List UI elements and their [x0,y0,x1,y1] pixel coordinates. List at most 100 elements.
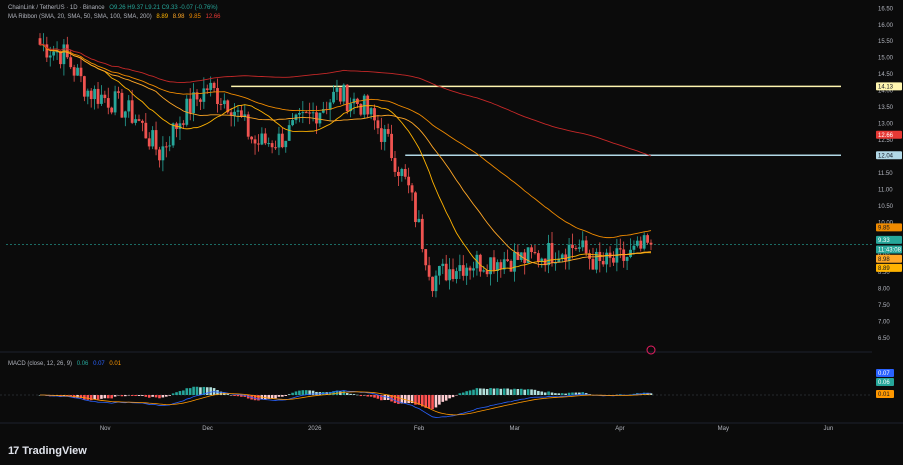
macd-histogram-bar [147,395,151,398]
macd-histogram-bar [414,395,417,405]
macd-histogram-bar [100,395,103,399]
candle-body [260,133,264,145]
candle-body [216,88,219,105]
price-badge [876,235,902,244]
macd-histogram-bar [475,388,479,395]
macd-histogram-bar [113,395,117,397]
candle-body [530,247,533,253]
candle-body [202,88,206,102]
price-tick-label: 6.50 [878,336,890,342]
candle-body [499,262,503,270]
price-badge-label: 12.04 [878,153,894,159]
macd-histogram-bar [195,386,199,395]
macd-histogram-bar [124,395,127,397]
macd-histogram-bar [158,395,161,399]
candle-body [410,185,414,193]
candle-body [523,252,527,263]
macd-histogram-bar [390,395,393,402]
macd-histogram-bar [304,390,308,395]
macd-histogram-bar [298,390,301,395]
candle-body [274,147,277,149]
tradingview-logo[interactable]: 17 TradingView [8,445,87,457]
time-tick-label: Feb [414,426,425,432]
macd-histogram-bar [270,395,274,399]
time-tick-label: Apr [615,426,624,432]
macd-histogram-bar [461,392,465,395]
candle-body [188,98,192,114]
macd-histogram-bar [519,388,523,395]
macd-histogram-bar [308,390,311,395]
price-tick-label: 11.00 [878,188,893,194]
candle-body [574,248,578,250]
candle-body [571,244,574,249]
candle-body [270,143,274,148]
macd-histogram-bar [96,395,100,400]
macd-histogram-bar [468,390,472,395]
macd-histogram-bar [485,388,489,395]
macd-histogram-bar [175,392,178,395]
macd-histogram-bar [253,395,257,401]
macd-histogram-bar [192,386,195,395]
candle-body [639,240,643,249]
candle-body [154,130,158,150]
macd-histogram-bar [513,388,516,395]
macd-histogram-bar [397,395,400,404]
price-badge-label: 8.89 [878,266,890,272]
macd-histogram-bar [564,393,567,395]
candle-body [618,248,622,250]
candle-body [209,82,213,90]
macd-badge [876,390,894,398]
candle-body [506,259,510,261]
macd-histogram-bar [489,388,492,395]
candle-body [103,94,107,99]
price-tick-label: 12.50 [878,138,894,144]
macd-histogram-bar [301,390,305,395]
macd-histogram-bar [151,395,154,397]
candle-body [82,76,86,97]
time-tick-label: May [718,426,729,432]
ma-ribbon-label: MA Ribbon (SMA, 20, SMA, 50, SMA, 100, S… [8,14,152,20]
candle-body [246,114,250,137]
macd-histogram-bar [410,395,414,404]
macd-histogram-bar [438,395,441,405]
macd-histogram-bar [188,388,192,395]
macd-histogram-bar [557,393,561,395]
symbol-legend: ChainLink / TetherUS · 1D · Binance O9.2… [8,5,221,11]
macd-histogram-bar [199,387,202,395]
candle-body [485,270,489,275]
candle-body [431,276,434,292]
candle-body [513,251,516,272]
candle-body [277,133,281,148]
candle-body [359,103,363,115]
macd-histogram-bar [578,392,581,395]
macd-histogram-bar [506,388,509,395]
macd-histogram-bar [362,395,366,396]
candle-body [117,91,120,93]
price-badge [876,130,902,139]
candle-body [161,146,165,161]
candle-body [291,120,294,126]
candle-body [502,259,506,270]
candle-body [345,84,349,112]
macd-histogram-bar [154,395,158,398]
candle-body [250,136,254,140]
macd-histogram-bar [240,395,243,397]
price-badge [876,82,902,91]
candle-body [526,247,530,263]
candle-body [120,92,124,118]
candle-body [557,258,561,263]
candle-body [45,44,49,58]
candle-body [403,168,407,177]
macd-histogram-bar [547,391,550,395]
candle-body [540,258,544,262]
macd-histogram-bar [236,395,240,397]
macd-badge-label: 0.06 [878,380,890,386]
candle-body [455,271,458,279]
macd-histogram-bar [137,395,141,396]
candle-body [301,112,305,114]
candle-body [386,129,390,134]
candle-body [257,143,260,145]
price-badge [876,245,902,254]
candle-body [335,87,339,92]
